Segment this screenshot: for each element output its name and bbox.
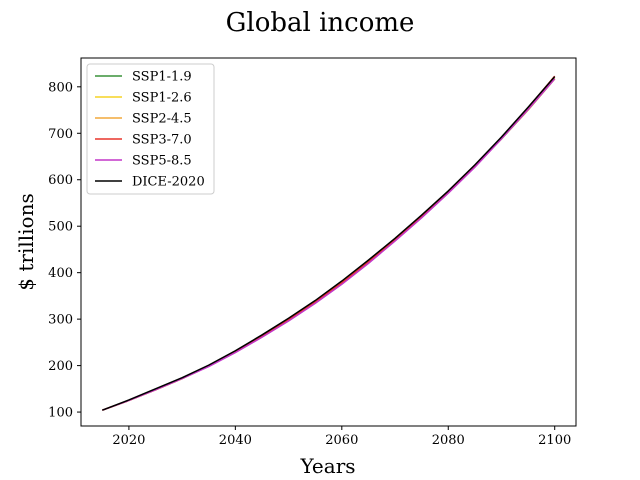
legend: SSP1-1.9 SSP1-2.6 SSP2-4.5 SSP3-7.0 SSP5-8.5… [86,63,215,195]
x-tick-label: 2040 [219,433,252,448]
y-axis: 100 200 300 400 500 600 700 800 [48,80,81,421]
y-tick-label: 100 [48,406,73,421]
y-axis-label: $ trillions [14,193,38,290]
legend-entry-ssp1-1-9-label: SSP1-1.9 [132,70,192,85]
y-tick-label: 700 [48,127,73,142]
x-tick-label: 2100 [538,433,571,448]
legend-entry-dice-2020-label: DICE-2020 [132,175,205,190]
chart-title: Global income [226,8,415,38]
legend-entry-ssp5-8-5-label: SSP5-8.5 [132,154,192,169]
x-tick-label: 2020 [112,433,145,448]
series-line-ssp5-8-5 [102,78,556,411]
y-tick-label: 200 [48,359,73,374]
legend-entry-ssp1-2-6-label: SSP1-2.6 [132,91,192,106]
y-tick-label: 500 [48,220,73,235]
series-lines [102,75,556,411]
y-tick-label: 800 [48,80,73,95]
x-tick-label: 2080 [432,433,465,448]
y-tick-label: 600 [48,173,73,188]
x-tick-label: 2060 [325,433,358,448]
legend-entry-ssp3-7-0-label: SSP3-7.0 [132,133,192,148]
y-tick-label: 300 [48,313,73,328]
y-tick-label: 400 [48,266,73,281]
x-axis: 2020 2040 2060 2080 2100 [112,426,571,448]
legend-entry-ssp2-4-5-label: SSP2-4.5 [132,112,192,127]
x-axis-label: Years [299,454,355,478]
plot-area [80,57,577,427]
series-line-dice-2020 [102,76,556,411]
